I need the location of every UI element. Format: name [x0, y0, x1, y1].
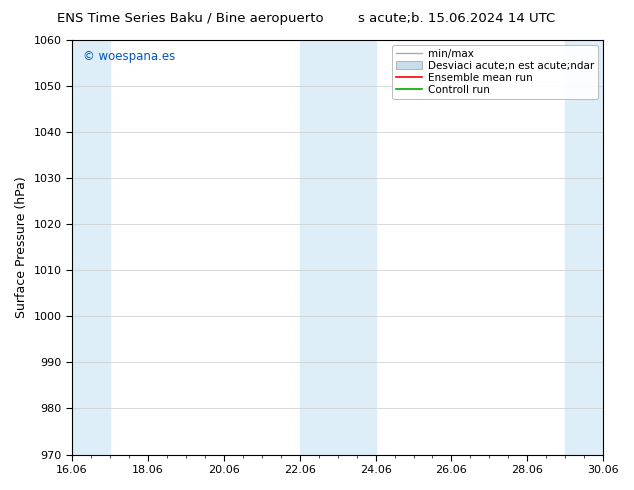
Text: © woespana.es: © woespana.es: [82, 50, 175, 63]
Text: s acute;b. 15.06.2024 14 UTC: s acute;b. 15.06.2024 14 UTC: [358, 12, 555, 25]
Y-axis label: Surface Pressure (hPa): Surface Pressure (hPa): [15, 176, 28, 318]
Text: ENS Time Series Baku / Bine aeropuerto: ENS Time Series Baku / Bine aeropuerto: [57, 12, 323, 25]
Bar: [300, 40, 375, 455]
Bar: [566, 40, 603, 455]
Bar: [72, 40, 110, 455]
Legend: min/max, Desviaci acute;n est acute;ndar, Ensemble mean run, Controll run: min/max, Desviaci acute;n est acute;ndar…: [392, 45, 598, 99]
